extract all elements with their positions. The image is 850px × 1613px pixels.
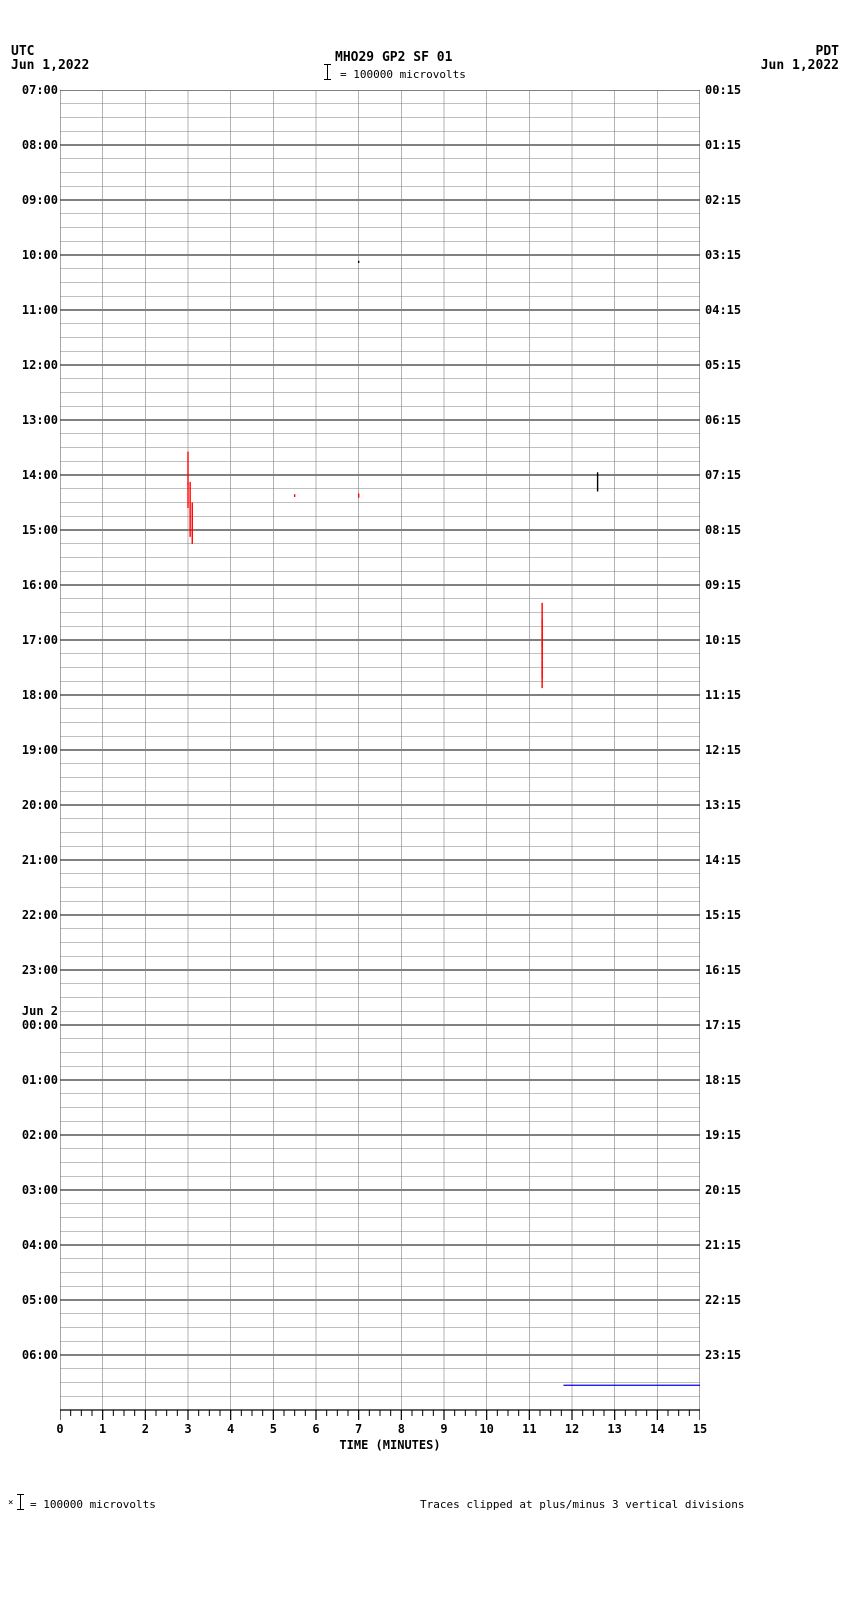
- tz-right-label: PDT: [816, 44, 839, 59]
- ytick-left: 11:00: [8, 303, 58, 317]
- ytick-right: 23:15: [705, 1348, 755, 1362]
- xtick-label: 4: [221, 1422, 241, 1436]
- date-right-label: Jun 1,2022: [761, 58, 839, 73]
- ytick-left: 07:00: [8, 83, 58, 97]
- ytick-right: 20:15: [705, 1183, 755, 1197]
- ytick-right: 16:15: [705, 963, 755, 977]
- xtick-label: 11: [519, 1422, 539, 1436]
- tz-left-label: UTC: [11, 44, 34, 59]
- ytick-left: 14:00: [8, 468, 58, 482]
- ytick-left: 01:00: [8, 1073, 58, 1087]
- ytick-right: 18:15: [705, 1073, 755, 1087]
- footer-scale-bar-icon: [20, 1494, 21, 1510]
- xtick-label: 3: [178, 1422, 198, 1436]
- ytick-right: 05:15: [705, 358, 755, 372]
- ytick-left: 04:00: [8, 1238, 58, 1252]
- ytick-right: 02:15: [705, 193, 755, 207]
- plot-svg: [60, 90, 700, 1450]
- ytick-left: 05:00: [8, 1293, 58, 1307]
- ytick-left: 23:00: [8, 963, 58, 977]
- xtick-label: 2: [135, 1422, 155, 1436]
- scale-label-top: = 100000 microvolts: [340, 68, 466, 81]
- ytick-left: 10:00: [8, 248, 58, 262]
- ytick-left: 06:00: [8, 1348, 58, 1362]
- xtick-label: 13: [605, 1422, 625, 1436]
- ytick-right: 12:15: [705, 743, 755, 757]
- date-left-label: Jun 1,2022: [11, 58, 89, 73]
- xtick-label: 5: [263, 1422, 283, 1436]
- xtick-label: 14: [647, 1422, 667, 1436]
- ytick-left: 12:00: [8, 358, 58, 372]
- helicorder-plot: [60, 90, 700, 1410]
- ytick-right: 01:15: [705, 138, 755, 152]
- ytick-right: 03:15: [705, 248, 755, 262]
- ytick-right: 10:15: [705, 633, 755, 647]
- ytick-right: 17:15: [705, 1018, 755, 1032]
- xtick-label: 15: [690, 1422, 710, 1436]
- ytick-right: 15:15: [705, 908, 755, 922]
- ytick-left: 09:00: [8, 193, 58, 207]
- ytick-right: 21:15: [705, 1238, 755, 1252]
- ytick-left: 19:00: [8, 743, 58, 757]
- xtick-label: 7: [349, 1422, 369, 1436]
- ytick-left: 18:00: [8, 688, 58, 702]
- ytick-left: 16:00: [8, 578, 58, 592]
- ytick-left: 02:00: [8, 1128, 58, 1142]
- xtick-label: 8: [391, 1422, 411, 1436]
- ytick-right: 04:15: [705, 303, 755, 317]
- xtick-label: 10: [477, 1422, 497, 1436]
- scale-bar-icon: [327, 64, 328, 80]
- footer-scale-label: = 100000 microvolts: [30, 1498, 156, 1511]
- ytick-right: 11:15: [705, 688, 755, 702]
- ytick-left: 20:00: [8, 798, 58, 812]
- ytick-left: 00:00: [8, 1018, 58, 1032]
- ytick-left: 22:00: [8, 908, 58, 922]
- xaxis-title: TIME (MINUTES): [330, 1438, 450, 1452]
- footer-clip-text: Traces clipped at plus/minus 3 vertical …: [420, 1498, 745, 1511]
- ytick-right: 08:15: [705, 523, 755, 537]
- ytick-right: 14:15: [705, 853, 755, 867]
- ytick-left: 17:00: [8, 633, 58, 647]
- xtick-label: 9: [434, 1422, 454, 1436]
- ytick-left: 21:00: [8, 853, 58, 867]
- ytick-left: 03:00: [8, 1183, 58, 1197]
- ytick-right: 19:15: [705, 1128, 755, 1142]
- footer-scale-prefix: ×: [8, 1498, 13, 1508]
- ytick-right: 13:15: [705, 798, 755, 812]
- ytick-right: 06:15: [705, 413, 755, 427]
- ytick-left-date: Jun 2: [8, 1004, 58, 1018]
- ytick-left: 15:00: [8, 523, 58, 537]
- xtick-label: 12: [562, 1422, 582, 1436]
- xtick-label: 6: [306, 1422, 326, 1436]
- ytick-left: 13:00: [8, 413, 58, 427]
- ytick-right: 22:15: [705, 1293, 755, 1307]
- ytick-right: 07:15: [705, 468, 755, 482]
- xtick-label: 0: [50, 1422, 70, 1436]
- ytick-right: 09:15: [705, 578, 755, 592]
- xtick-label: 1: [93, 1422, 113, 1436]
- station-title: MHO29 GP2 SF 01: [335, 50, 452, 65]
- ytick-right: 00:15: [705, 83, 755, 97]
- ytick-left: 08:00: [8, 138, 58, 152]
